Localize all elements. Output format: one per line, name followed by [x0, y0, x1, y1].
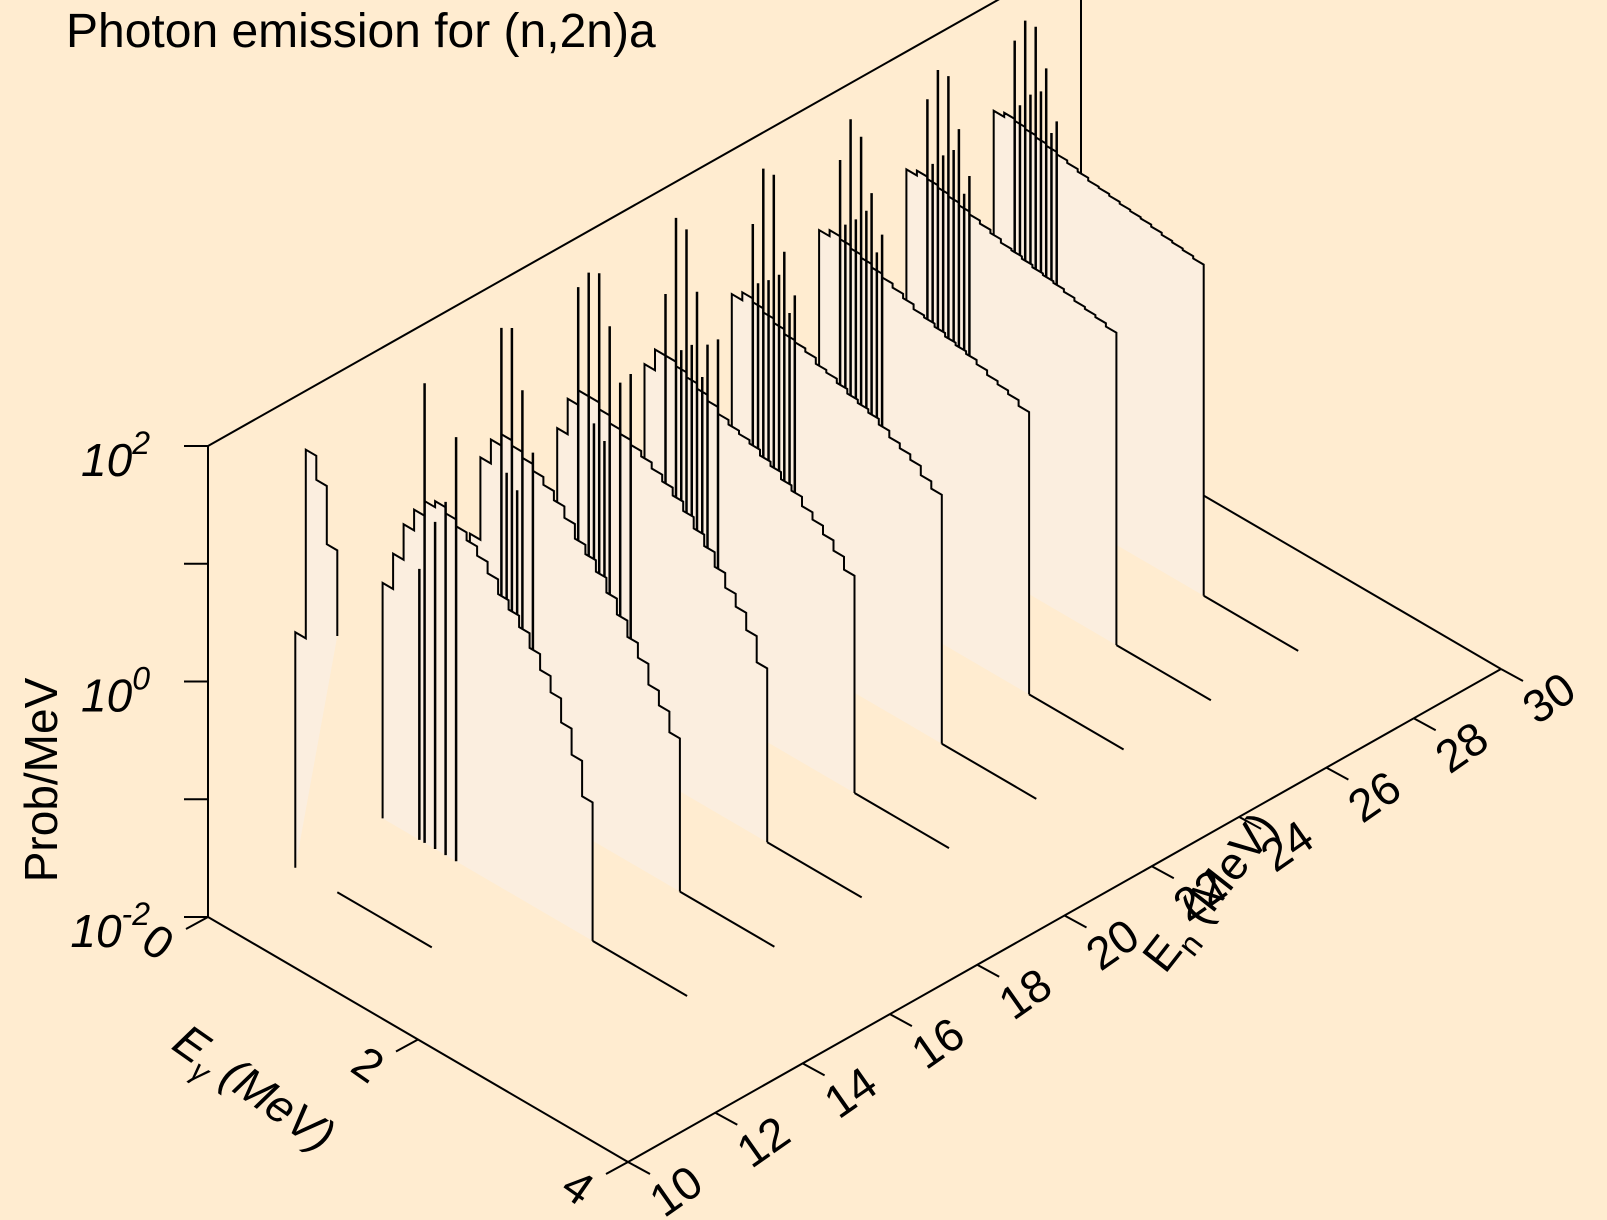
z-tick-label: 102: [81, 425, 150, 486]
spectrum-outline: [556, 388, 769, 843]
y-tick: [1413, 717, 1437, 732]
spectrum-outline: [294, 447, 339, 868]
y-tick-label: 18: [989, 958, 1061, 1030]
spectrum-baseline: [766, 841, 863, 899]
spectrum-baseline: [679, 890, 775, 948]
y-axis-label: En (MeV): [1132, 802, 1295, 987]
y-tick: [889, 1013, 913, 1027]
spectrum-baseline: [1203, 594, 1299, 652]
x-tick-label: 2: [343, 1036, 394, 1093]
y-tick: [1500, 668, 1524, 682]
spectrum-baseline: [853, 792, 950, 849]
spectrum-outline: [381, 499, 594, 941]
y-tick: [1151, 865, 1175, 880]
y-tick: [714, 1111, 738, 1126]
y-tick-label: 14: [815, 1056, 887, 1128]
z-axis-label: Prob/MeV: [15, 677, 67, 882]
y-tick-label: 26: [1338, 760, 1410, 832]
x-tick-label: 4: [553, 1158, 604, 1215]
x-tick: [605, 1161, 629, 1175]
spectrum-baseline: [592, 940, 688, 997]
y-tick: [1064, 914, 1087, 929]
z-tick-label: 10-2: [70, 896, 150, 957]
spectrum-baseline: [1028, 693, 1125, 751]
x-axis-label: Eγ (MeV): [159, 1014, 344, 1169]
y-tick-label: 10: [640, 1155, 712, 1220]
y-tick: [1325, 766, 1349, 781]
spectrum-baseline: [336, 891, 433, 949]
x-tick: [395, 1038, 419, 1053]
y-tick-label: 28: [1426, 711, 1498, 783]
back-top-edge: [207, 0, 1000, 447]
spectrum-outline: [643, 347, 856, 793]
y-tick-label: 16: [902, 1007, 974, 1079]
y-tick: [627, 1161, 651, 1175]
y-tick: [976, 963, 1000, 978]
x-tick: [185, 916, 209, 930]
spectrum-baseline: [1115, 644, 1212, 702]
spectrum-baseline: [941, 742, 1037, 800]
y-tick: [1238, 816, 1262, 830]
chart-title: Photon emission for (n,2n)a: [66, 5, 656, 58]
y-tick-label: 12: [727, 1106, 799, 1178]
y-tick: [802, 1062, 826, 1077]
z-tick-label: 100: [81, 661, 150, 722]
y-tick-label: 30: [1513, 662, 1585, 734]
spectrum-fill: [295, 449, 338, 868]
